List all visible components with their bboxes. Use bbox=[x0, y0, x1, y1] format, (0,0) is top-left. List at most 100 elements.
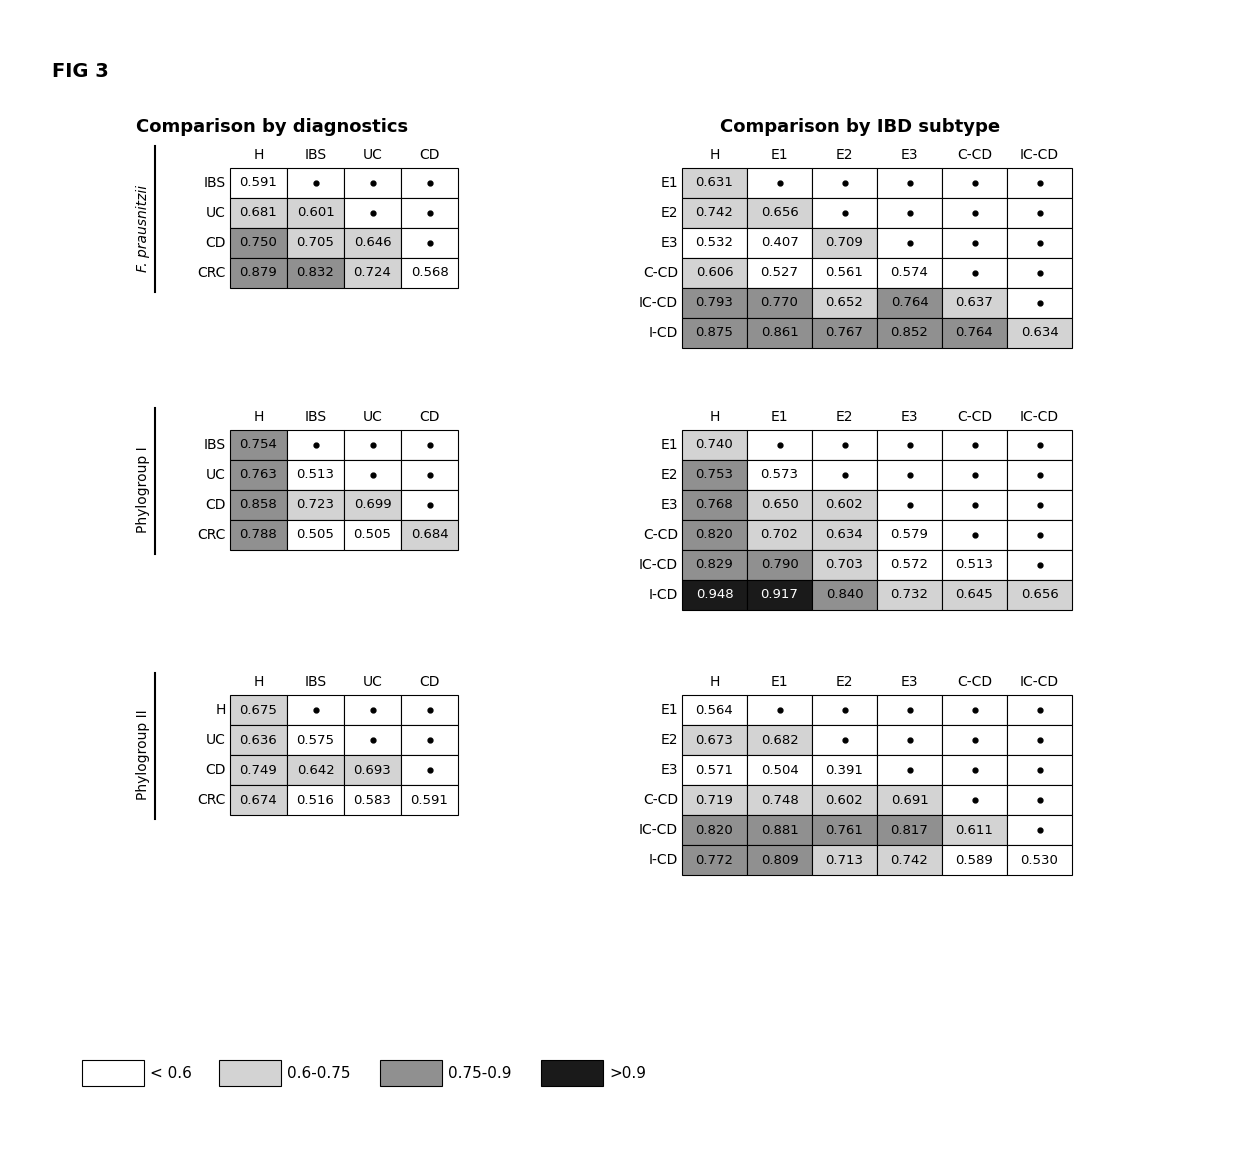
Text: E2: E2 bbox=[836, 148, 853, 162]
Text: 0.750: 0.750 bbox=[239, 236, 278, 249]
Text: Phylogroup II: Phylogroup II bbox=[136, 710, 150, 800]
Text: FIG 3: FIG 3 bbox=[52, 63, 109, 81]
Bar bbox=[286, 490, 343, 520]
Bar bbox=[343, 755, 401, 785]
Bar bbox=[401, 430, 458, 460]
Bar bbox=[682, 198, 746, 228]
Bar bbox=[746, 520, 812, 550]
Text: E2: E2 bbox=[661, 206, 678, 220]
Text: E3: E3 bbox=[661, 236, 678, 250]
Text: 0.589: 0.589 bbox=[956, 853, 993, 866]
Bar bbox=[746, 288, 812, 318]
Text: C-CD: C-CD bbox=[957, 675, 992, 689]
Bar bbox=[401, 755, 458, 785]
Bar bbox=[942, 228, 1007, 258]
Bar bbox=[401, 725, 458, 755]
Text: 0.809: 0.809 bbox=[760, 853, 799, 866]
Text: H: H bbox=[709, 148, 719, 162]
Bar bbox=[812, 168, 877, 198]
Bar bbox=[877, 695, 942, 725]
Bar bbox=[877, 288, 942, 318]
Bar bbox=[877, 815, 942, 845]
Text: IBS: IBS bbox=[305, 410, 326, 424]
Text: 0.391: 0.391 bbox=[826, 763, 863, 777]
Text: 0.513: 0.513 bbox=[956, 558, 993, 572]
Text: 0.852: 0.852 bbox=[890, 327, 929, 339]
Text: IBS: IBS bbox=[203, 176, 226, 190]
Bar bbox=[812, 520, 877, 550]
Text: 0.636: 0.636 bbox=[239, 733, 278, 747]
Text: E1: E1 bbox=[771, 675, 789, 689]
Bar bbox=[682, 490, 746, 520]
Bar bbox=[682, 695, 746, 725]
Bar bbox=[229, 430, 286, 460]
Bar bbox=[812, 755, 877, 785]
Text: 0.532: 0.532 bbox=[696, 236, 734, 249]
Bar bbox=[942, 815, 1007, 845]
Text: IBS: IBS bbox=[305, 148, 326, 162]
Text: E3: E3 bbox=[661, 498, 678, 512]
Text: CRC: CRC bbox=[197, 528, 226, 542]
Text: >0.9: >0.9 bbox=[609, 1065, 646, 1080]
Text: I-CD: I-CD bbox=[649, 588, 678, 602]
Text: I-CD: I-CD bbox=[649, 327, 678, 340]
Text: 0.579: 0.579 bbox=[890, 528, 929, 542]
Text: 0.719: 0.719 bbox=[696, 793, 733, 806]
Bar bbox=[343, 228, 401, 258]
Bar bbox=[746, 460, 812, 490]
Text: 0.703: 0.703 bbox=[826, 558, 863, 572]
Bar bbox=[401, 258, 458, 288]
Text: IC-CD: IC-CD bbox=[639, 558, 678, 572]
Text: 0.602: 0.602 bbox=[826, 498, 863, 512]
Bar bbox=[286, 228, 343, 258]
Text: E2: E2 bbox=[661, 733, 678, 747]
Text: 0.681: 0.681 bbox=[239, 206, 278, 220]
Bar bbox=[682, 318, 746, 349]
Bar bbox=[746, 168, 812, 198]
Bar bbox=[286, 430, 343, 460]
Bar bbox=[812, 228, 877, 258]
Text: 0.574: 0.574 bbox=[890, 266, 929, 279]
Text: < 0.6: < 0.6 bbox=[150, 1065, 192, 1080]
Text: H: H bbox=[253, 675, 264, 689]
Text: 0.575: 0.575 bbox=[296, 733, 335, 747]
Text: IBS: IBS bbox=[305, 675, 326, 689]
Text: 0.754: 0.754 bbox=[239, 439, 278, 452]
Bar bbox=[682, 785, 746, 815]
Text: 0.740: 0.740 bbox=[696, 439, 733, 452]
Text: IC-CD: IC-CD bbox=[1021, 675, 1059, 689]
Bar bbox=[343, 168, 401, 198]
Text: E3: E3 bbox=[661, 763, 678, 777]
Text: 0.767: 0.767 bbox=[826, 327, 863, 339]
Bar bbox=[877, 168, 942, 198]
Bar bbox=[682, 845, 746, 875]
Text: 0.642: 0.642 bbox=[296, 763, 335, 777]
Text: 0.591: 0.591 bbox=[239, 176, 278, 190]
Text: 0.673: 0.673 bbox=[696, 733, 733, 747]
Bar bbox=[877, 490, 942, 520]
Bar bbox=[401, 198, 458, 228]
Bar bbox=[942, 695, 1007, 725]
Bar bbox=[877, 845, 942, 875]
Text: 0.764: 0.764 bbox=[956, 327, 993, 339]
Text: CD: CD bbox=[206, 763, 226, 777]
Text: UC: UC bbox=[206, 206, 226, 220]
Bar bbox=[343, 460, 401, 490]
Text: 0.527: 0.527 bbox=[760, 266, 799, 279]
Text: Comparison by IBD subtype: Comparison by IBD subtype bbox=[720, 118, 1001, 135]
Bar bbox=[379, 1060, 441, 1086]
Bar bbox=[812, 580, 877, 610]
Text: 0.832: 0.832 bbox=[296, 266, 335, 279]
Bar bbox=[942, 318, 1007, 349]
Text: IC-CD: IC-CD bbox=[639, 296, 678, 310]
Text: E1: E1 bbox=[661, 176, 678, 190]
Text: E2: E2 bbox=[836, 675, 853, 689]
Text: 0.709: 0.709 bbox=[826, 236, 863, 249]
Bar bbox=[229, 520, 286, 550]
Bar bbox=[1007, 520, 1073, 550]
Text: 0.591: 0.591 bbox=[410, 793, 449, 806]
Text: 0.656: 0.656 bbox=[760, 206, 799, 220]
Bar bbox=[401, 228, 458, 258]
Text: 0.682: 0.682 bbox=[760, 733, 799, 747]
Text: CRC: CRC bbox=[197, 266, 226, 280]
